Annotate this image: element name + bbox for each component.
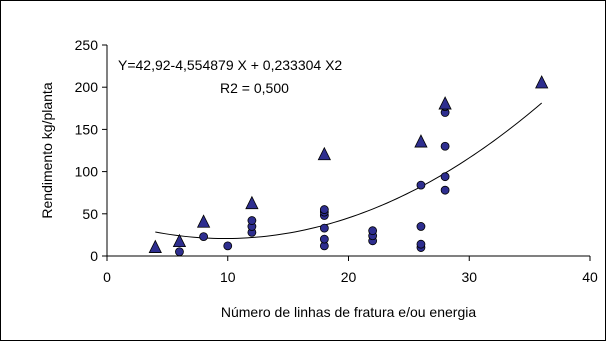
y-tick-label: 150	[75, 121, 99, 137]
y-tick-label: 100	[75, 164, 99, 180]
circle-data-point	[440, 172, 450, 182]
x-tick-label: 20	[341, 269, 357, 285]
triangle-data-point	[245, 195, 259, 210]
x-tick-label: 40	[582, 269, 598, 285]
x-tick-label: 10	[220, 269, 236, 285]
triangle-data-point	[172, 233, 187, 248]
circle-data-point	[319, 205, 329, 214]
x-axis-title: Número de linhas de fratura e/ou energia	[221, 304, 476, 320]
r-squared-label: R2 = 0,500	[220, 80, 289, 96]
triangle-data-point	[414, 134, 428, 148]
circle-data-point	[416, 239, 426, 249]
triangle-data-point	[438, 96, 452, 110]
triangle-data-point	[535, 75, 549, 89]
axes	[106, 45, 590, 257]
triangle-data-point	[317, 146, 331, 161]
y-axis-title: Rendimento kg/planta	[39, 82, 55, 218]
polynomial-trendline	[155, 102, 543, 240]
triangle-data-point	[148, 239, 162, 253]
circle-data-point	[247, 216, 257, 225]
y-ticks: 0 50 100 150 200 250	[75, 37, 107, 264]
circle-data-point	[416, 180, 426, 190]
circle-data-point	[319, 234, 329, 244]
circle-data-point	[199, 232, 209, 241]
x-tick-label: 30	[461, 269, 477, 285]
circle-data-point	[368, 226, 378, 236]
circle-data-point	[223, 241, 233, 251]
y-tick-label: 200	[75, 79, 99, 95]
data-points	[148, 75, 549, 257]
y-tick-label: 250	[75, 37, 99, 53]
circle-data-point	[319, 223, 329, 233]
circle-data-point	[440, 141, 450, 151]
regression-equation: Y=42,92-4,554879 X + 0,233304 X2	[118, 57, 342, 73]
x-tick-label: 0	[103, 269, 111, 285]
triangle-data-point	[196, 214, 211, 228]
circle-data-point	[440, 185, 450, 195]
y-tick-label: 50	[82, 206, 98, 222]
y-tick-label: 0	[90, 248, 98, 264]
x-ticks: 0 10 20 30 40	[103, 256, 598, 285]
circle-data-point	[416, 222, 426, 231]
circle-data-point	[175, 247, 184, 257]
